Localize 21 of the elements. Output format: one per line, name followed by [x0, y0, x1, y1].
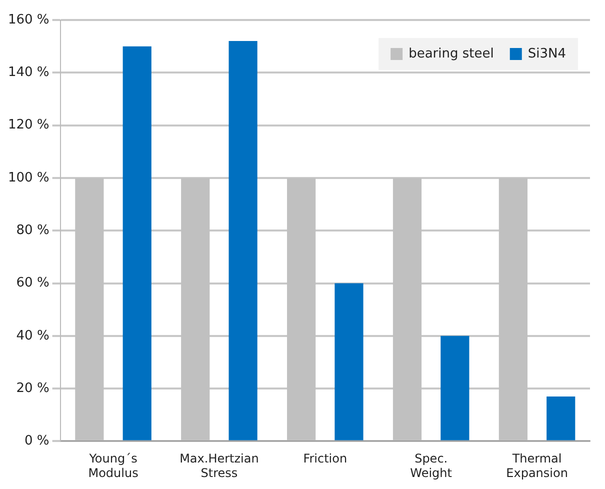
legend-label: Si3N4 — [528, 46, 566, 62]
y-tick-label: 100 % — [8, 170, 50, 186]
x-tick-label: Max.Hertzian Stress — [180, 452, 259, 480]
bar — [440, 336, 470, 440]
bar — [546, 396, 576, 440]
y-tick-label: 120 % — [8, 118, 50, 133]
x-tick-label: Thermal Expansion — [506, 452, 568, 480]
x-tick-label: Friction — [303, 452, 348, 466]
bar — [122, 46, 152, 440]
y-tick-label: 40 % — [16, 328, 50, 344]
y-tick-label: 160 % — [8, 12, 50, 28]
y-tick-label: 140 % — [8, 65, 50, 80]
y-tick-label: 0 % — [24, 434, 50, 449]
y-tick-label: 60 % — [16, 276, 50, 291]
bar — [228, 41, 258, 440]
y-tick-label: 80 % — [16, 222, 50, 238]
y-tick-label: 20 % — [16, 380, 50, 396]
x-tick-label: Spec. Weight — [410, 452, 452, 480]
legend-label: bearing steel — [408, 46, 494, 62]
bar — [334, 283, 364, 440]
x-tick-label: Young´s Modulus — [88, 452, 138, 480]
